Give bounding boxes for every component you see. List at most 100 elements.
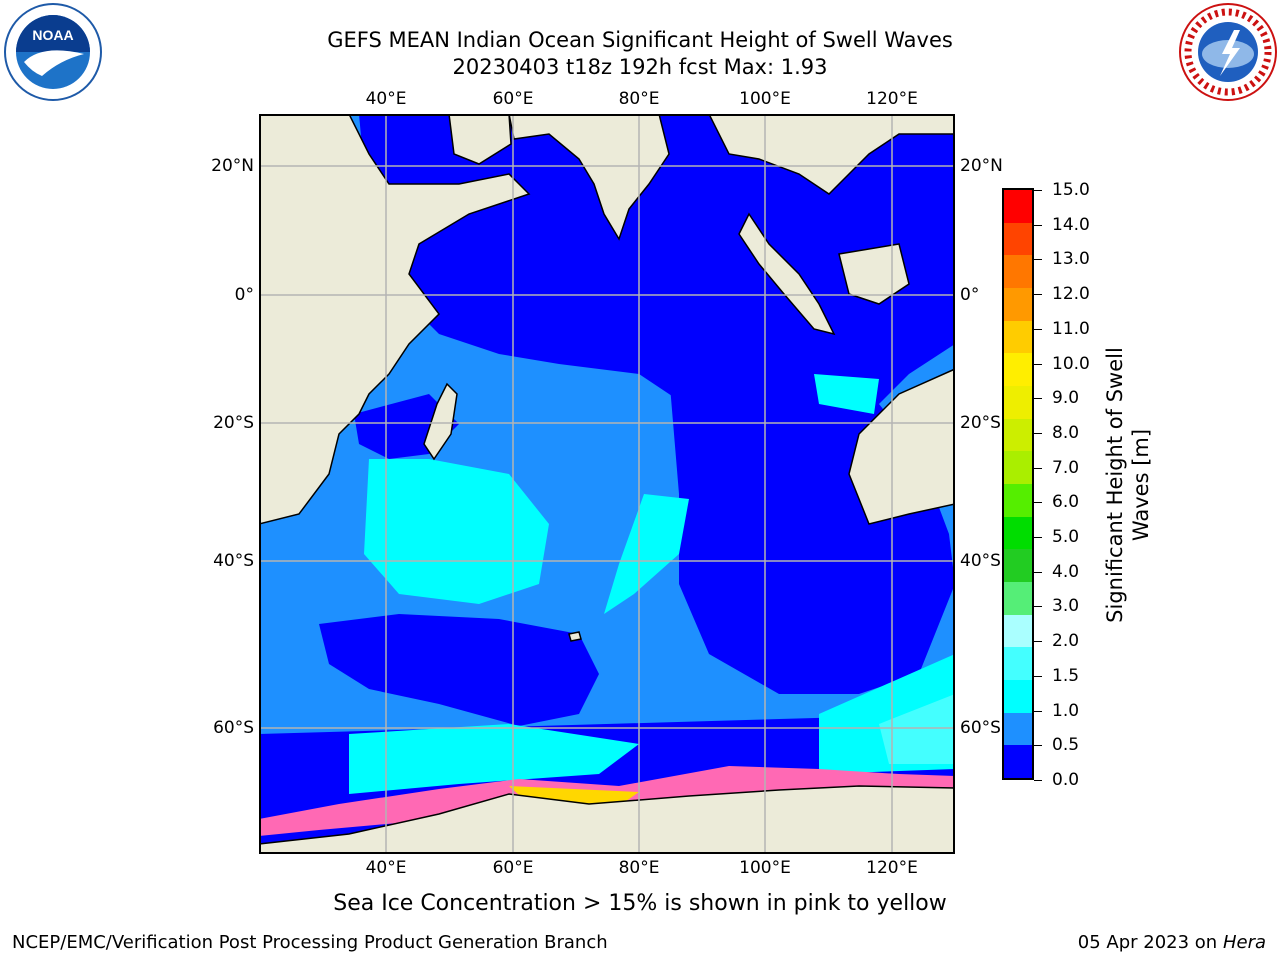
lat-label-right-0: 0° — [960, 285, 980, 305]
colorbar-tick-mark — [1034, 467, 1042, 469]
colorbar-tick-mark — [1034, 537, 1042, 539]
colorbar-swatch — [1004, 418, 1032, 452]
colorbar-tick-label: 6.0 — [1052, 492, 1080, 513]
land-australia — [848, 368, 955, 525]
colorbar-tick-mark — [1034, 432, 1042, 434]
colorbar-tick-label: 10.0 — [1052, 353, 1090, 374]
plot-title-line2: 20230403 t18z 192h fcst Max: 1.93 — [452, 55, 828, 79]
lat-label-right-20n: 20°N — [960, 156, 1003, 176]
lat-label-right-20s: 20°S — [960, 413, 1001, 433]
footer-branch: NCEP/EMC/Verification Post Processing Pr… — [12, 932, 608, 953]
lat-label-left-60s: 60°S — [213, 718, 254, 738]
lon-label-bottom-80e: 80°E — [618, 858, 660, 878]
moderate-swell-region-central — [604, 494, 689, 614]
lat-label-right-40s: 40°S — [960, 551, 1001, 571]
lon-label-top-100e: 100°E — [739, 89, 791, 109]
colorbar-swatch — [1004, 712, 1032, 746]
plot-title-line1: GEFS MEAN Indian Ocean Significant Heigh… — [327, 28, 953, 52]
colorbar-tick-mark — [1034, 571, 1042, 573]
land-sumatra-malay — [738, 212, 836, 336]
land-africa-arabia — [259, 114, 531, 525]
colorbar-tick-label: 1.5 — [1052, 665, 1080, 686]
footer-host: Hera — [1222, 932, 1266, 953]
colorbar-swatch — [1004, 451, 1032, 484]
lon-label-top-120e: 120°E — [866, 89, 918, 109]
colorbar-tick-mark — [1034, 259, 1042, 261]
colorbar-tick-mark — [1034, 710, 1042, 712]
colorbar-tick-mark — [1034, 606, 1042, 608]
colorbar-tick-label: 0.5 — [1052, 735, 1080, 756]
moderate-swell-region-south — [349, 724, 639, 794]
land-southeast-asia — [708, 114, 955, 195]
land-kerguelen — [568, 631, 582, 642]
colorbar-swatch — [1004, 483, 1032, 517]
swell-height-map — [259, 114, 955, 854]
lon-label-bottom-60e: 60°E — [492, 858, 534, 878]
sea-ice-note: Sea Ice Concentration > 15% is shown in … — [333, 891, 947, 916]
colorbar — [1002, 188, 1034, 780]
moderate-swell-region-southwest — [364, 459, 549, 604]
lat-label-right-60s: 60°S — [960, 718, 1001, 738]
lat-label-left-40s: 40°S — [213, 551, 254, 571]
colorbar-tick-label: 2.0 — [1052, 631, 1080, 652]
colorbar-swatch — [1004, 647, 1032, 680]
moderate-swell-region-east — [814, 374, 879, 414]
colorbar-label: Significant Height of Swell Waves [m] — [1102, 315, 1154, 655]
map-frame — [259, 114, 955, 854]
colorbar-tick-mark — [1034, 502, 1042, 504]
colorbar-tick-mark — [1034, 398, 1042, 400]
colorbar-tick-label: 3.0 — [1052, 596, 1080, 617]
lat-label-left-20s: 20°S — [213, 413, 254, 433]
colorbar-swatch — [1004, 516, 1032, 550]
map-gridlines — [259, 114, 955, 854]
lon-label-bottom-40e: 40°E — [365, 858, 407, 878]
svg-text:NOAA: NOAA — [32, 27, 73, 43]
colorbar-tick-label: 5.0 — [1052, 527, 1080, 548]
colorbar-tick-mark — [1034, 675, 1042, 677]
higher-swell-region-southeast — [879, 694, 955, 764]
colorbar-tick-mark — [1034, 294, 1042, 296]
colorbar-swatch — [1004, 679, 1032, 713]
colorbar-tick-label: 9.0 — [1052, 388, 1080, 409]
lon-label-top-40e: 40°E — [365, 89, 407, 109]
footer-date-host: 05 Apr 2023 on Hera — [1078, 932, 1266, 954]
colorbar-swatch — [1004, 614, 1032, 648]
colorbar-tick-label: 12.0 — [1052, 284, 1090, 305]
colorbar-tick-label: 8.0 — [1052, 422, 1080, 443]
lat-label-left-20n: 20°N — [211, 156, 254, 176]
lon-label-top-80e: 80°E — [618, 89, 660, 109]
colorbar-label-line2: Waves [m] — [1129, 428, 1153, 542]
colorbar-tick-label: 7.0 — [1052, 457, 1080, 478]
lon-label-top-60e: 60°E — [492, 89, 534, 109]
colorbar-tick-label: 4.0 — [1052, 561, 1080, 582]
footer-date: 05 Apr 2023 on — [1077, 932, 1223, 953]
lon-label-bottom-120e: 120°E — [866, 858, 918, 878]
colorbar-tick-mark — [1034, 780, 1042, 781]
land-madagascar — [423, 382, 458, 461]
colorbar-swatch — [1004, 745, 1032, 778]
national-weather-service-logo-icon — [1178, 2, 1278, 102]
colorbar-swatch — [1004, 353, 1032, 386]
colorbar-tick-mark — [1034, 190, 1042, 191]
colorbar-tick-label: 14.0 — [1052, 214, 1090, 235]
colorbar-tick-label: 1.0 — [1052, 700, 1080, 721]
colorbar-tick-label: 15.0 — [1052, 180, 1090, 200]
colorbar-tick-mark — [1034, 641, 1042, 643]
colorbar-tick-mark — [1034, 745, 1042, 747]
colorbar-tick-label: 0.0 — [1052, 770, 1080, 790]
colorbar-swatch — [1004, 549, 1032, 582]
land-india — [508, 114, 670, 241]
colorbar-swatch — [1004, 189, 1032, 223]
lat-label-left-0: 0° — [234, 285, 254, 305]
colorbar-swatch — [1004, 320, 1032, 354]
colorbar-tick-mark — [1034, 224, 1042, 226]
colorbar-tick-label: 11.0 — [1052, 318, 1090, 339]
colorbar-swatch — [1004, 287, 1032, 321]
land-antarctica — [259, 785, 955, 854]
colorbar-swatch — [1004, 255, 1032, 288]
colorbar-tick-label: 13.0 — [1052, 249, 1090, 270]
colorbar-swatch — [1004, 222, 1032, 256]
colorbar-tick-mark — [1034, 363, 1042, 365]
colorbar-label-line1: Significant Height of Swell — [1103, 347, 1127, 623]
colorbar-swatch — [1004, 385, 1032, 419]
